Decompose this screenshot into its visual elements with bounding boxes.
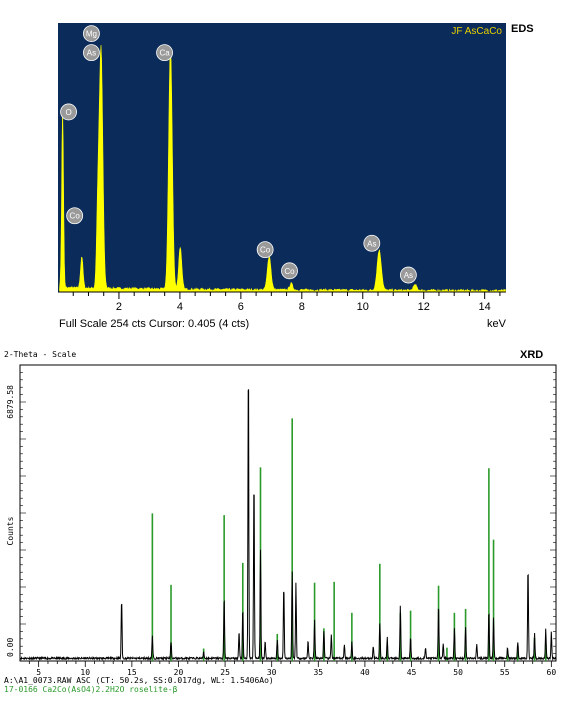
eds-x-tick-label: 12 (418, 301, 430, 313)
xrd-title: 2-Theta - Scale (4, 350, 76, 359)
xrd-measured-pattern (19, 389, 556, 662)
xrd-x-tick-label: 5 (36, 668, 41, 677)
eds-element-label: Mg (83, 25, 100, 42)
xrd-x-tick-label: 10 (80, 668, 90, 677)
xrd-x-tick-label: 45 (407, 668, 417, 677)
xrd-x-tick-label: 50 (453, 668, 463, 677)
xrd-y-axis-label: Counts (6, 516, 15, 545)
eds-plot-background (58, 23, 506, 292)
eds-chart: O Co Mg As Ca Co Co As As 2 4 6 8 10 12 14 JF AsCaCo E… (58, 23, 534, 330)
eds-element-label: As (363, 234, 381, 252)
xrd-x-tick-label: 25 (220, 668, 230, 677)
svg-text:Co: Co (260, 246, 271, 255)
xrd-x-tick-label: 60 (547, 668, 557, 677)
xrd-y-min-label: 0.00 (6, 638, 15, 657)
eds-x-tick-label: 8 (299, 301, 305, 313)
xrd-x-tick-label: 55 (500, 668, 510, 677)
xrd-y-max-label: 6879.58 (6, 385, 15, 419)
eds-x-tick-label: 6 (238, 301, 244, 313)
svg-text:Ca: Ca (159, 49, 170, 58)
eds-element-label: O (60, 103, 77, 121)
eds-element-label: Co (66, 207, 84, 225)
eds-footer: Full Scale 254 cts Cursor: 0.405 (4 cts) (59, 318, 249, 330)
eds-spectrum (59, 44, 506, 293)
xrd-plot-frame (19, 364, 557, 662)
svg-text:Co: Co (284, 267, 295, 276)
eds-x-label: keV (487, 318, 507, 330)
eds-tag: EDS (511, 23, 534, 35)
svg-text:As: As (404, 271, 413, 280)
eds-element-label: Co (256, 241, 274, 259)
eds-element-label: As (83, 44, 100, 62)
eds-element-label: As (399, 266, 417, 284)
xrd-x-tick-label: 30 (267, 668, 277, 677)
xrd-x-tick-label: 40 (360, 668, 370, 677)
xrd-x-tick-label: 20 (174, 668, 184, 677)
eds-legend-text: JF AsCaCo (451, 26, 502, 37)
xrd-footer-line-1: A:\A1_0073.RAW ASC (CT: 50.2s, SS:0.017d… (4, 676, 274, 685)
eds-x-tick-label: 4 (177, 301, 183, 313)
svg-text:As: As (367, 239, 376, 248)
xrd-chart: 2-Theta - Scale XRD 6879.58 Counts 0.00 … (4, 349, 557, 694)
xrd-footer-line-2: 17-0166 Ca2Co(AsO4)2.2H2O roselite-β (4, 685, 178, 694)
svg-text:Mg: Mg (86, 30, 97, 39)
eds-x-tick-label: 14 (479, 301, 491, 313)
svg-text:As: As (87, 49, 96, 58)
xrd-x-tick-label: 15 (127, 668, 137, 677)
eds-x-tick-label: 10 (357, 301, 369, 313)
eds-element-label: Ca (156, 44, 173, 62)
svg-text:Co: Co (70, 212, 81, 221)
xrd-x-tick-label: 35 (313, 668, 323, 677)
eds-x-tick-label: 2 (116, 301, 122, 313)
xrd-tag: XRD (520, 349, 543, 361)
svg-text:O: O (65, 108, 71, 117)
eds-element-label: Co (281, 262, 298, 280)
